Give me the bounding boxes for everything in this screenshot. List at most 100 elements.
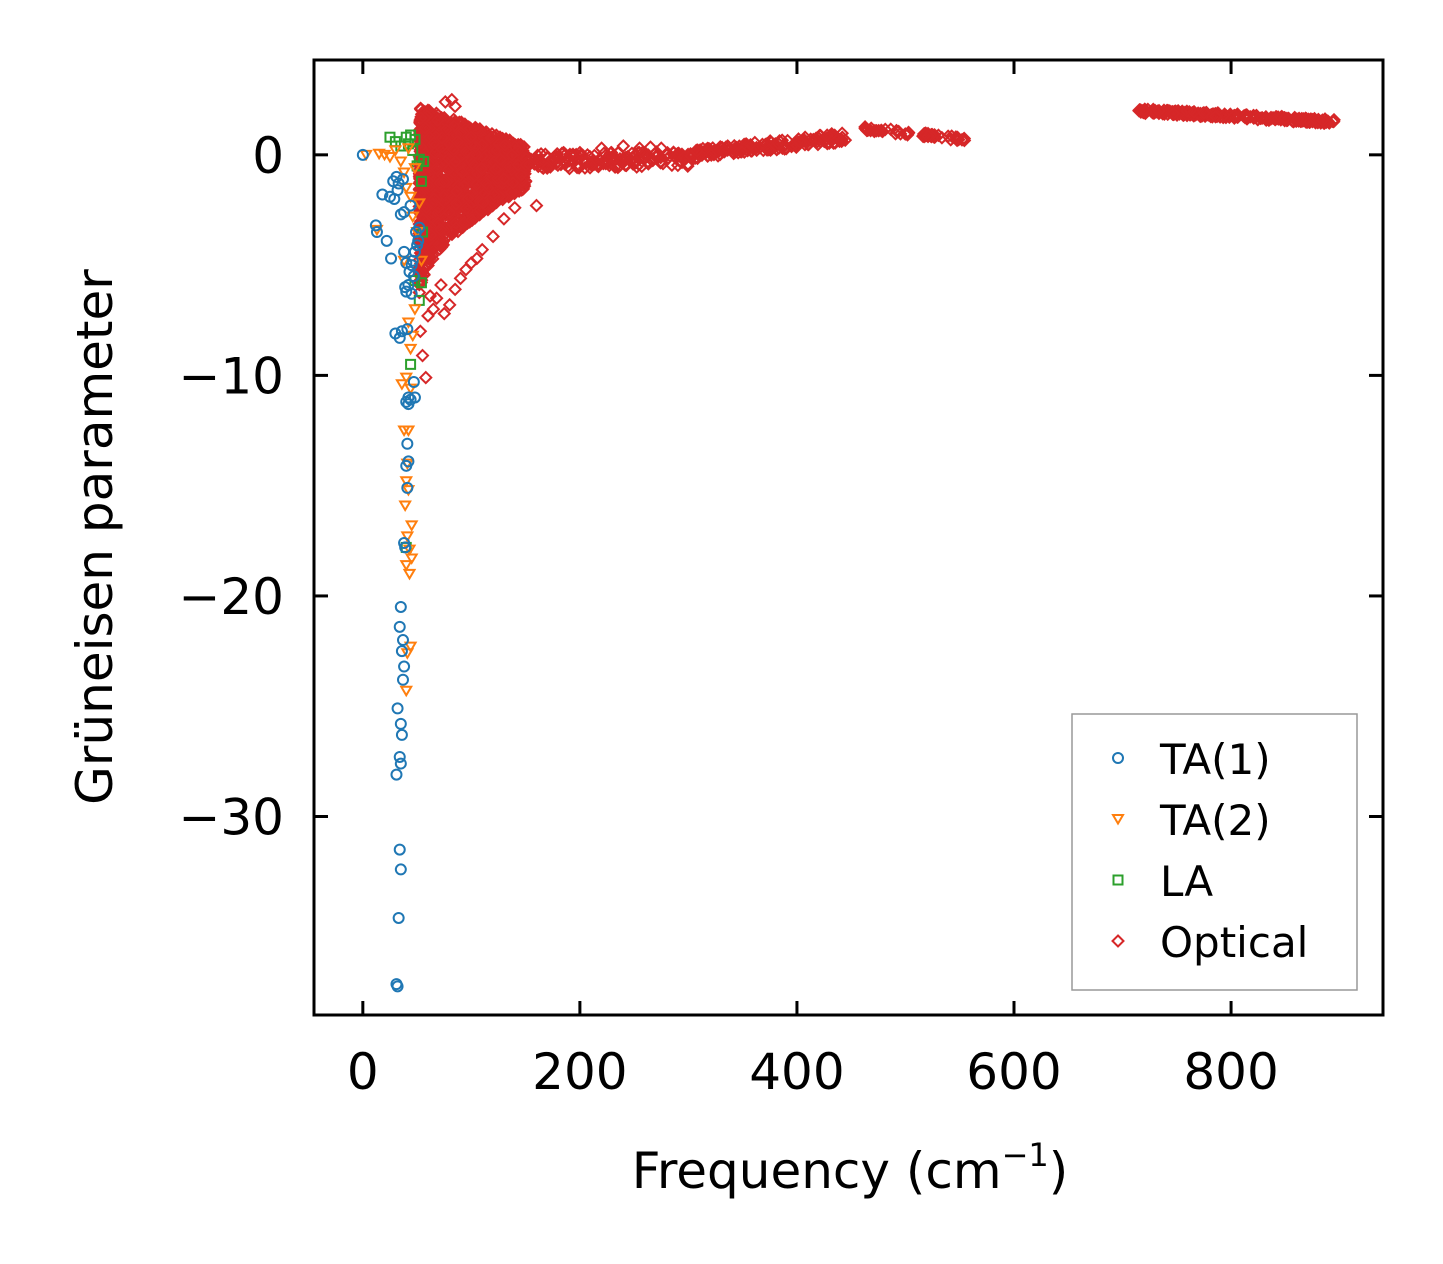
data-point: [438, 208, 453, 222]
x-tick-label: 800: [1183, 1043, 1278, 1101]
data-point: [743, 137, 758, 152]
data-point: [394, 156, 408, 168]
data-point: [400, 285, 413, 298]
data-point: [1326, 114, 1341, 129]
data-point: [540, 161, 555, 176]
data-point: [473, 196, 488, 210]
data-point: [415, 175, 427, 187]
data-point: [689, 144, 704, 159]
data-point: [702, 142, 717, 157]
x-tick-label: 200: [532, 1043, 627, 1101]
data-point: [434, 278, 448, 292]
data-point: [401, 425, 416, 438]
data-point: [406, 330, 420, 343]
data-point: [798, 137, 812, 152]
data-point: [393, 843, 406, 856]
data-point: [433, 222, 448, 237]
data-point: [412, 198, 427, 210]
data-point: [404, 520, 419, 532]
data-point: [822, 136, 837, 150]
data-point: [529, 198, 544, 213]
plot-frame: [312, 58, 1385, 1017]
data-point: [418, 110, 432, 125]
data-point: [400, 459, 413, 472]
data-point: [401, 323, 414, 336]
x-axis-label-close: ): [1049, 1142, 1069, 1200]
data-point: [437, 188, 452, 203]
data-point: [418, 121, 433, 135]
data-point: [1294, 112, 1309, 127]
data-point: [397, 167, 411, 179]
data-point: [504, 185, 519, 200]
data-point: [441, 160, 456, 175]
data-points: [356, 92, 1341, 993]
data-point: [463, 137, 478, 152]
data-point: [558, 157, 572, 172]
data-point: [440, 229, 454, 243]
data-point: [626, 157, 640, 171]
data-point: [441, 123, 456, 137]
data-point: [405, 358, 417, 370]
data-point: [653, 155, 668, 170]
data-point: [438, 94, 453, 109]
data-point: [823, 129, 838, 144]
data-point: [429, 161, 444, 176]
data-point: [441, 151, 456, 166]
data-point: [394, 717, 407, 730]
data-point: [390, 170, 403, 183]
x-axis-label: Frequency (cm−1): [632, 1136, 1069, 1200]
data-point: [399, 685, 413, 698]
data-point: [431, 216, 446, 230]
data-point: [449, 184, 464, 199]
series-ta1: [356, 148, 426, 993]
data-point: [449, 196, 464, 211]
data-point: [834, 134, 849, 149]
data-point: [613, 151, 627, 166]
data-point: [660, 147, 675, 162]
data-point: [734, 144, 749, 159]
data-point: [693, 147, 708, 162]
data-point: [437, 175, 451, 190]
data-point: [464, 130, 479, 145]
data-point: [1139, 105, 1154, 120]
data-point: [448, 154, 463, 169]
data-point: [1320, 114, 1335, 129]
y-tick-label: −20: [178, 568, 284, 626]
data-point: [948, 130, 963, 144]
data-point: [456, 179, 471, 194]
data-point: [874, 123, 889, 138]
data-point: [426, 302, 441, 317]
data-point: [469, 251, 484, 266]
data-point: [616, 139, 631, 153]
data-point: [510, 143, 525, 158]
data-point: [442, 297, 457, 312]
data-point: [402, 398, 415, 411]
data-point: [415, 277, 427, 289]
data-point: [395, 325, 408, 338]
data-point: [760, 143, 774, 157]
data-point: [891, 124, 906, 139]
data-point: [403, 641, 418, 654]
data-point: [401, 437, 414, 450]
legend-label-optical: Optical: [1160, 918, 1308, 967]
data-point: [1258, 112, 1273, 127]
data-point: [1302, 115, 1317, 130]
data-point: [507, 186, 522, 201]
data-point: [370, 226, 383, 239]
data-point: [470, 165, 485, 180]
data-point: [388, 145, 403, 157]
data-point: [401, 143, 416, 155]
data-point: [507, 200, 522, 215]
data-point: [419, 200, 434, 215]
data-point: [396, 173, 409, 186]
data-point: [402, 568, 417, 581]
data-point: [391, 184, 404, 197]
legend: TA(1) TA(2) LA Optical: [1071, 713, 1358, 991]
data-point: [415, 348, 430, 363]
data-point: [793, 135, 808, 150]
data-point: [497, 137, 512, 152]
data-point: [418, 370, 433, 385]
data-point: [442, 205, 457, 220]
data-point: [399, 541, 412, 554]
